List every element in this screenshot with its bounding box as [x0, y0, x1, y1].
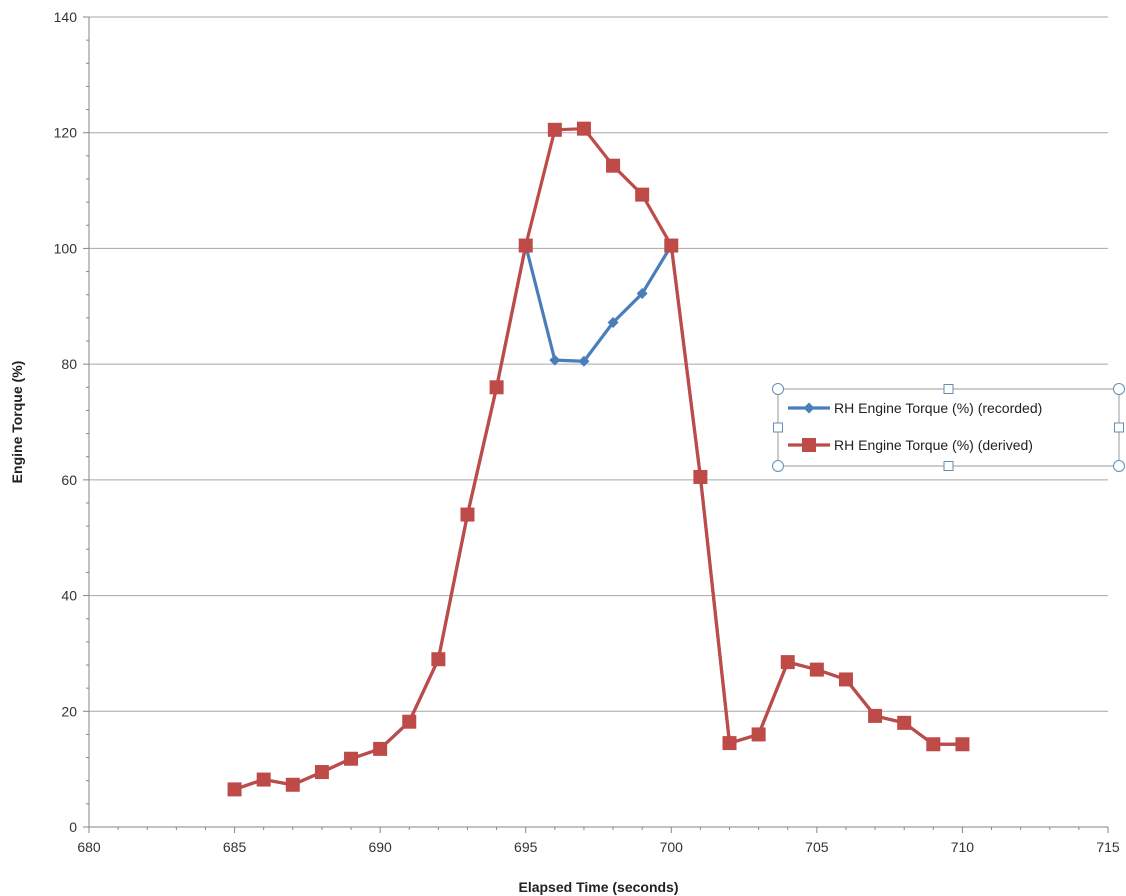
data-point: [314, 765, 329, 780]
y-axis-title: Engine Torque (%): [9, 361, 25, 484]
data-point: [549, 354, 561, 366]
data-point: [693, 469, 708, 484]
data-point: [926, 737, 941, 752]
data-point: [431, 652, 446, 667]
legend-swatch-marker: [803, 402, 815, 414]
data-point: [256, 772, 271, 787]
data-point: [838, 672, 853, 687]
resize-handle[interactable]: [772, 460, 784, 472]
data-point: [460, 507, 475, 522]
x-tick-label: 715: [1096, 839, 1120, 855]
x-tick-label: 710: [951, 839, 975, 855]
data-point: [373, 741, 388, 756]
y-tick-label: 20: [61, 703, 77, 719]
data-point: [780, 655, 795, 670]
data-point: [402, 714, 417, 729]
data-point: [518, 238, 533, 253]
resize-handle[interactable]: [943, 461, 954, 471]
resize-handle[interactable]: [1113, 383, 1125, 395]
series-derived: [227, 121, 970, 797]
data-point: [547, 122, 562, 137]
data-point: [897, 715, 912, 730]
data-point: [285, 777, 300, 792]
data-point: [635, 187, 650, 202]
legend[interactable]: RH Engine Torque (%) (recorded) RH Engine…: [772, 383, 1125, 472]
axes: 0 20 40 60 80 100 120 140 680 685 690 695 700 705 710 7…: [54, 9, 1120, 855]
legend-entry-label: RH Engine Torque (%) (derived): [834, 437, 1033, 453]
data-point: [576, 121, 591, 136]
data-point: [227, 782, 242, 797]
data-point: [489, 380, 504, 395]
y-tick-label: 100: [54, 240, 78, 256]
resize-handle[interactable]: [772, 383, 784, 395]
series-line: [234, 243, 963, 791]
data-point: [722, 736, 737, 751]
y-tick-label: 40: [61, 588, 77, 604]
x-tick-label: 685: [223, 839, 247, 855]
x-tick-label: 700: [660, 839, 684, 855]
data-point: [606, 158, 621, 173]
x-tick-label: 680: [77, 839, 101, 855]
x-tick-label: 695: [514, 839, 538, 855]
y-tick-label: 0: [69, 819, 77, 835]
y-tick-label: 60: [61, 472, 77, 488]
data-point: [344, 751, 359, 766]
series-layer: [227, 121, 970, 797]
data-point: [664, 238, 679, 253]
data-point: [751, 727, 766, 742]
legend-box: [777, 388, 1120, 467]
data-point: [809, 662, 824, 677]
x-tick-label: 690: [368, 839, 392, 855]
x-tick-label: 705: [805, 839, 829, 855]
data-point: [578, 355, 590, 367]
y-tick-label: 80: [61, 356, 77, 372]
y-tick-label: 120: [54, 125, 78, 141]
data-point: [636, 288, 648, 300]
legend-entry-label: RH Engine Torque (%) (recorded): [834, 400, 1042, 416]
resize-handle[interactable]: [1113, 460, 1125, 472]
data-point: [607, 316, 619, 328]
gridlines: [89, 16, 1108, 712]
resize-handle[interactable]: [943, 384, 954, 394]
data-point: [868, 708, 883, 723]
resize-handle[interactable]: [773, 422, 783, 433]
y-tick-label: 140: [54, 9, 78, 25]
resize-handle[interactable]: [1114, 422, 1124, 433]
x-axis-title: Elapsed Time (seconds): [518, 879, 678, 895]
legend-swatch-marker: [802, 438, 816, 452]
data-point: [955, 737, 970, 752]
